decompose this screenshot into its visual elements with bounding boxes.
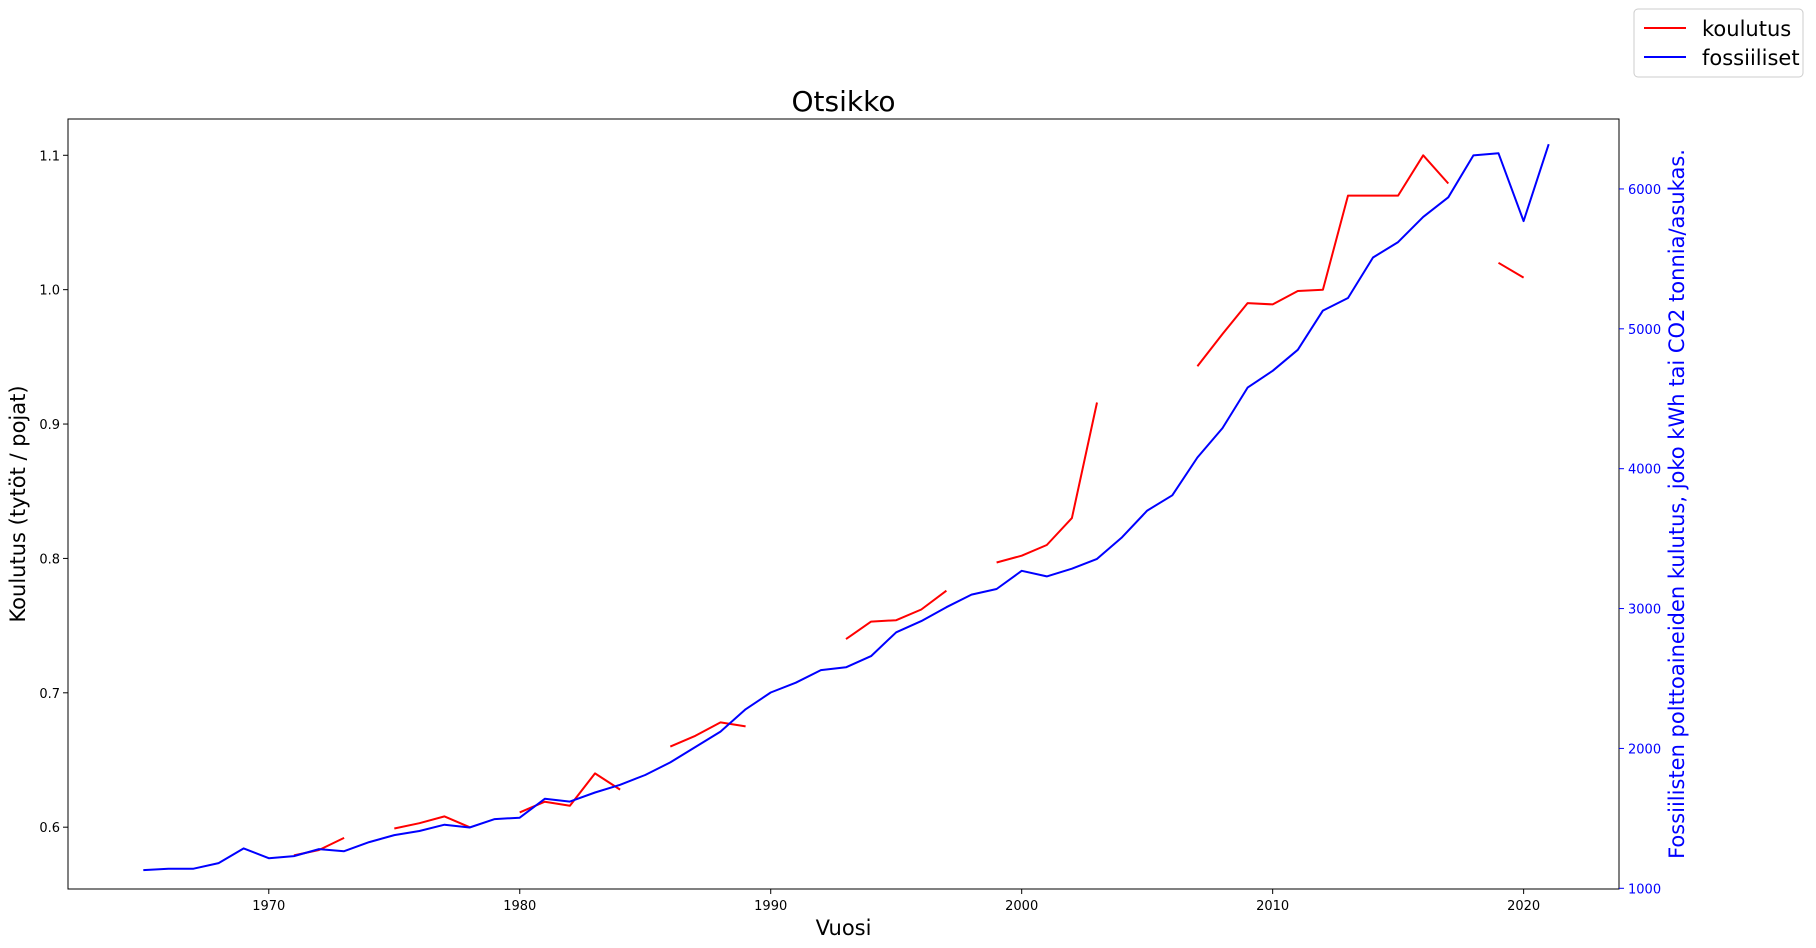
x-tick-label: 2020 <box>1507 899 1540 914</box>
plot-background <box>68 119 1619 889</box>
x-tick-label: 1980 <box>503 899 536 914</box>
series-line-koulutus <box>394 815 470 830</box>
x-tick-label: 1990 <box>754 899 787 914</box>
y-right-tick-label: 6000 <box>1628 183 1661 198</box>
x-tick-label: 2000 <box>1005 899 1038 914</box>
legend-label-fossiiliset: fossiiliset <box>1702 46 1800 70</box>
y-right-tick-label: 4000 <box>1628 463 1661 478</box>
series-line-koulutus <box>1497 261 1525 279</box>
x-tick-label: 2010 <box>1256 899 1289 914</box>
y-right-axis-ticks: 1000 2000 3000 4000 5000 6000 <box>1619 183 1661 897</box>
series-line-fossiiliset <box>143 143 1550 872</box>
y-right-tick-label: 3000 <box>1628 603 1661 618</box>
x-tick-label: 1970 <box>252 899 285 914</box>
series-line-koulutus <box>996 402 1098 564</box>
x-axis-label: Vuosi <box>816 916 872 940</box>
y-left-tick-label: 0.8 <box>39 552 60 567</box>
y-left-tick-label: 0.7 <box>39 687 60 702</box>
series-line-koulutus <box>669 721 746 748</box>
series-layer <box>143 143 1550 872</box>
series-line-koulutus <box>1196 154 1450 367</box>
y-left-axis-ticks: 0.6 0.7 0.8 0.9 1.0 1.1 <box>39 149 68 836</box>
y-left-tick-label: 0.6 <box>39 821 60 836</box>
y-right-tick-label: 2000 <box>1628 742 1661 757</box>
legend-label-koulutus: koulutus <box>1702 17 1791 41</box>
chart-title: Otsikko <box>792 85 896 118</box>
y-left-tick-label: 1.0 <box>39 284 60 299</box>
plot-frame <box>67 118 1620 890</box>
y-right-tick-label: 5000 <box>1628 323 1661 338</box>
legend-box <box>1633 8 1804 78</box>
y-left-axis-label: Koulutus (tytöt / pojat) <box>6 385 30 622</box>
y-right-tick-label: 1000 <box>1628 882 1661 897</box>
y-left-tick-label: 0.9 <box>39 418 60 433</box>
y-right-axis-label: Fossiilisten polttoaineiden kulutus, jok… <box>1665 149 1689 859</box>
legend: koulutus fossiiliset <box>1633 8 1804 78</box>
series-line-koulutus <box>845 589 947 640</box>
x-axis-ticks: 1970 1980 1990 2000 2010 2020 <box>252 889 1540 914</box>
y-left-tick-label: 1.1 <box>39 149 60 164</box>
